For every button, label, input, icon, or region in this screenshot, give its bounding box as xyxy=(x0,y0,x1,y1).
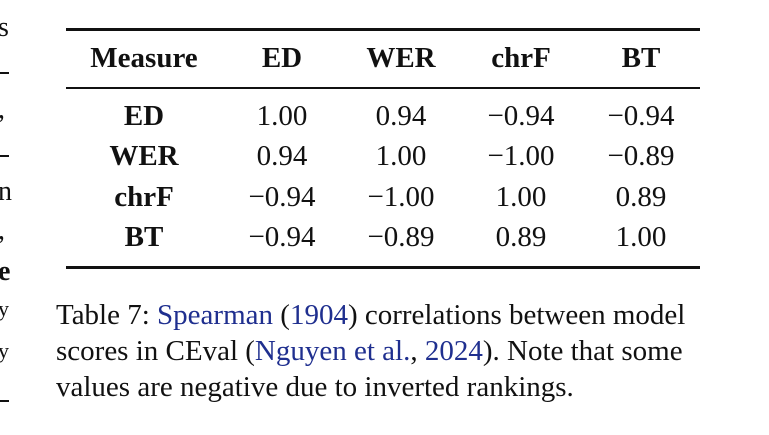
caption-text: ). Note that some xyxy=(482,335,683,367)
column-header: BT xyxy=(621,42,661,74)
table-cell: 0.89 xyxy=(615,181,667,213)
column-header: Measure xyxy=(90,42,198,74)
table-top-rule xyxy=(66,28,700,31)
fragment-text: e xyxy=(0,256,11,287)
caption-text: , xyxy=(410,335,425,367)
caption-text: ( xyxy=(273,299,290,331)
table-row: WER 0.94 1.00 −1.00 −0.89 xyxy=(66,136,700,176)
table-cell: −0.94 xyxy=(487,100,555,132)
table-cell: 0.94 xyxy=(256,140,308,172)
table-mid-rule xyxy=(66,87,700,89)
caption-line: scores in CEval (Nguyen et al., 2024). N… xyxy=(56,333,716,369)
fragment-dash xyxy=(0,400,9,402)
fragment-text: y xyxy=(0,296,9,321)
fragment-text: y xyxy=(0,338,9,363)
table-header-row: Measure ED WER chrF BT xyxy=(66,38,700,78)
row-label: chrF xyxy=(114,181,174,213)
caption-text: scores in CEval ( xyxy=(56,335,255,367)
table-cell: −1.00 xyxy=(487,140,555,172)
adjacent-column-fragments: s , n , e y y xyxy=(0,0,14,435)
fragment-text: , xyxy=(0,96,5,124)
fragment-text: n xyxy=(0,176,12,207)
table-cell: −0.94 xyxy=(248,221,316,253)
table-cell: 1.00 xyxy=(495,181,547,213)
table-cell: 1.00 xyxy=(375,140,427,172)
table-row: BT −0.94 −0.89 0.89 1.00 xyxy=(66,217,700,257)
fragment-text: s xyxy=(0,12,9,43)
row-label: BT xyxy=(124,221,164,253)
caption-text: ) correlations between model xyxy=(347,299,686,331)
table-row: ED 1.00 0.94 −0.94 −0.94 xyxy=(66,96,700,136)
table-caption: Table 7: Spearman (1904) correlations be… xyxy=(56,297,716,405)
column-header: WER xyxy=(366,42,436,74)
table-cell: −0.94 xyxy=(248,181,316,213)
fragment-dash xyxy=(0,72,9,74)
table-row: chrF −0.94 −1.00 1.00 0.89 xyxy=(66,177,700,217)
table-cell: −0.89 xyxy=(367,221,435,253)
row-label: WER xyxy=(109,140,179,172)
table-bottom-rule xyxy=(66,266,700,269)
column-header: chrF xyxy=(491,42,551,74)
column-header: ED xyxy=(261,42,303,74)
table-cell: −0.89 xyxy=(607,140,675,172)
fragment-text: , xyxy=(0,217,5,245)
caption-text: Table 7: xyxy=(56,299,158,331)
citation-year-link[interactable]: 1904 xyxy=(289,299,348,331)
fragment-dash xyxy=(0,155,9,157)
citation-year-link[interactable]: 2024 xyxy=(424,335,483,367)
table-cell: 1.00 xyxy=(615,221,667,253)
row-label: ED xyxy=(123,100,165,132)
table-cell: 0.94 xyxy=(375,100,427,132)
citation-link-nguyen[interactable]: Nguyen et al. xyxy=(254,335,411,367)
table-cell: −0.94 xyxy=(607,100,675,132)
citation-link-spearman[interactable]: Spearman xyxy=(157,299,274,331)
caption-line: Table 7: Spearman (1904) correlations be… xyxy=(56,297,716,333)
caption-line: values are negative due to inverted rank… xyxy=(56,371,574,403)
table-cell: −1.00 xyxy=(367,181,435,213)
table-cell: 0.89 xyxy=(495,221,547,253)
table-cell: 1.00 xyxy=(256,100,308,132)
